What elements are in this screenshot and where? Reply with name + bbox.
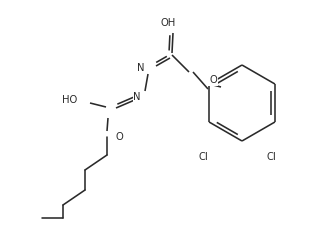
Text: Cl: Cl <box>266 152 276 162</box>
Text: N: N <box>134 92 141 102</box>
Text: OH: OH <box>160 18 176 28</box>
Text: N: N <box>136 63 144 73</box>
Text: HO: HO <box>62 95 77 105</box>
Text: O: O <box>209 75 217 85</box>
Text: Cl: Cl <box>198 152 208 162</box>
Text: O: O <box>115 132 123 142</box>
